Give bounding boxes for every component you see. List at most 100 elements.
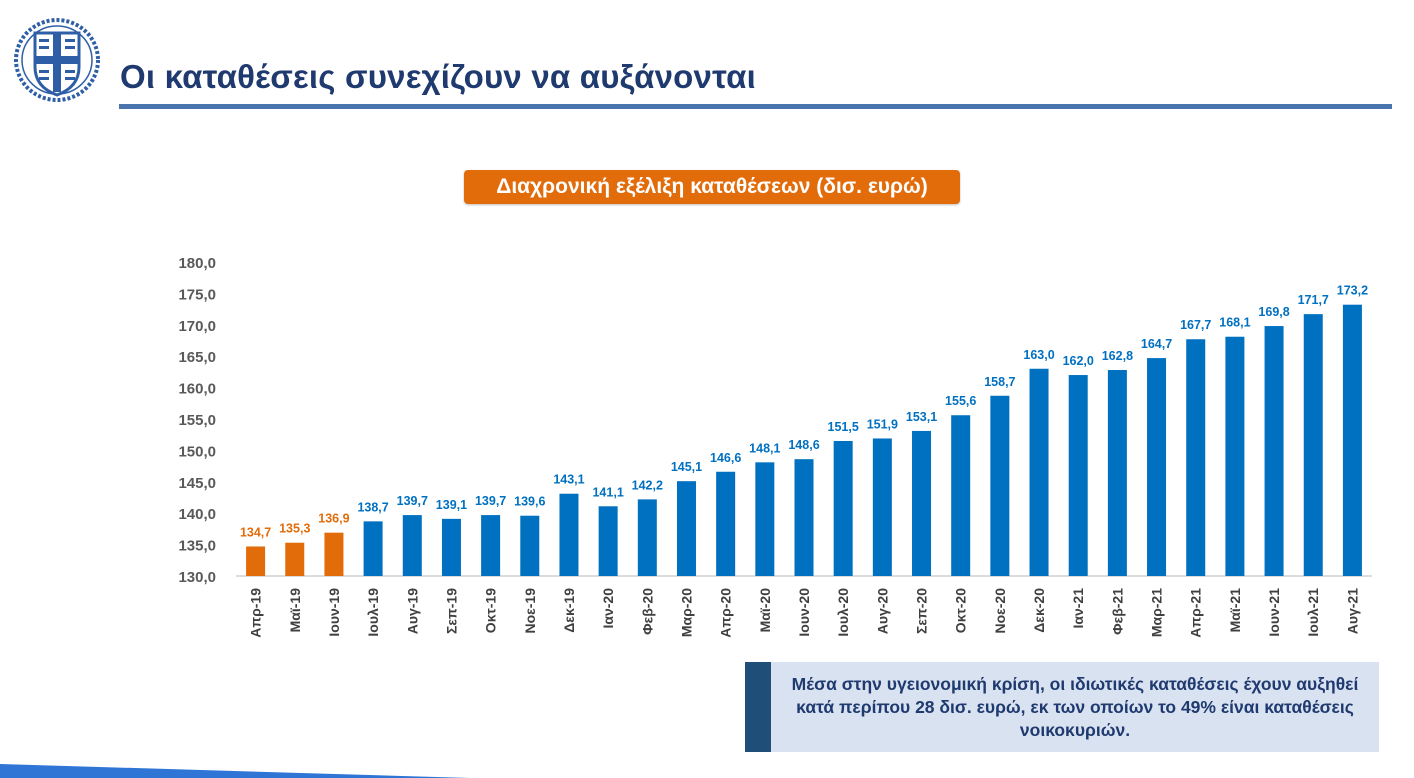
bar-data-label: 136,9 (318, 512, 349, 526)
bar-data-label: 139,7 (475, 494, 506, 508)
bar (559, 493, 579, 576)
bar-data-label: 167,7 (1180, 318, 1211, 332)
bar (363, 521, 383, 576)
bar (951, 415, 971, 576)
y-tick-label: 165,0 (178, 349, 216, 366)
y-tick-label: 145,0 (178, 475, 216, 492)
x-tick-label: Ιουλ-20 (835, 588, 851, 637)
y-tick-label: 155,0 (178, 412, 216, 429)
x-tick-label: Δεκ-20 (1031, 588, 1047, 633)
bar-data-label: 164,7 (1141, 337, 1172, 351)
bar-data-label: 135,3 (279, 522, 310, 536)
bar-data-label: 139,7 (397, 494, 428, 508)
x-tick-label: Απρ-19 (248, 588, 264, 638)
y-tick-label: 175,0 (178, 286, 216, 303)
x-tick-label: Οκτ-20 (953, 588, 969, 633)
bar-data-label: 139,1 (436, 498, 467, 512)
x-tick-label: Μαϊ-20 (757, 588, 773, 633)
y-tick-label: 140,0 (178, 506, 216, 523)
bar (246, 546, 266, 576)
x-tick-label: Δεκ-19 (561, 588, 577, 633)
bar-data-label: 141,1 (592, 485, 623, 499)
bar (833, 440, 853, 576)
x-tick-label: Ιαν-21 (1070, 588, 1086, 629)
bar-data-label: 145,1 (671, 460, 702, 474)
bar (402, 515, 422, 576)
y-tick-label: 135,0 (178, 538, 216, 555)
bar-data-label: 134,7 (240, 525, 271, 539)
bar (872, 438, 892, 576)
bar-data-label: 138,7 (357, 500, 388, 514)
x-tick-label: Σεπ-19 (443, 588, 459, 634)
callout-accent-bar (745, 662, 771, 752)
bar (324, 532, 344, 576)
bar-data-label: 168,1 (1219, 316, 1250, 330)
y-tick-label: 160,0 (178, 381, 216, 398)
x-tick-label: Ιαν-20 (600, 588, 616, 629)
x-tick-label: Ιουλ-21 (1305, 588, 1321, 637)
bar (1029, 368, 1049, 576)
y-tick-label: 130,0 (178, 569, 216, 586)
bar (716, 471, 736, 576)
bar-data-label: 158,7 (984, 375, 1015, 389)
x-tick-label: Αυγ-21 (1344, 588, 1360, 634)
bar-data-label: 151,9 (867, 417, 898, 431)
x-tick-label: Μαρ-21 (1149, 588, 1165, 637)
bar (676, 481, 696, 576)
greek-coat-of-arms-emblem (14, 18, 100, 102)
bar (755, 462, 775, 576)
bar (598, 506, 618, 576)
bar (1147, 358, 1167, 576)
bar (990, 395, 1010, 576)
bar (1264, 326, 1284, 576)
x-tick-label: Οκτ-19 (483, 588, 499, 633)
bar-data-label: 153,1 (906, 410, 937, 424)
x-tick-label: Νοε-19 (522, 588, 538, 634)
bar-data-label: 148,1 (749, 441, 780, 455)
y-tick-label: 180,0 (178, 255, 216, 272)
y-tick-label: 170,0 (178, 318, 216, 335)
bar-data-label: 151,5 (828, 420, 859, 434)
bar-data-label: 139,6 (514, 495, 545, 509)
title-underline (119, 104, 1392, 109)
bar (794, 459, 814, 576)
x-tick-label: Μαϊ-19 (287, 588, 303, 633)
bar-data-label: 173,2 (1337, 284, 1368, 298)
x-tick-label: Αυγ-20 (874, 588, 890, 634)
x-tick-label: Ιουλ-19 (365, 588, 381, 637)
x-tick-label: Αυγ-19 (404, 588, 420, 634)
x-tick-label: Μαϊ-21 (1227, 588, 1243, 633)
bar-data-label: 148,6 (788, 438, 819, 452)
bar (912, 430, 932, 576)
x-tick-label: Απρ-21 (1188, 588, 1204, 638)
x-tick-label: Ιουν-20 (796, 588, 812, 637)
callout-box: Μέσα στην υγειονομική κρίση, οι ιδιωτικέ… (745, 662, 1379, 752)
bar-data-label: 142,2 (632, 478, 663, 492)
page-title: Οι καταθέσεις συνεχίζουν να αυξάνονται (120, 58, 756, 95)
bar (637, 499, 657, 576)
x-tick-label: Φεβ-21 (1109, 588, 1125, 635)
bar (285, 542, 305, 576)
bar-data-label: 162,0 (1063, 354, 1094, 368)
bar (1225, 336, 1245, 576)
bar-data-label: 163,0 (1023, 348, 1054, 362)
x-tick-label: Ιουν-19 (326, 588, 342, 637)
bar (520, 515, 540, 576)
bar-data-label: 146,6 (710, 451, 741, 465)
bar-data-label: 171,7 (1298, 293, 1329, 307)
bar (1303, 314, 1323, 576)
bar-data-label: 143,1 (553, 473, 584, 487)
x-tick-label: Μαρ-20 (678, 588, 694, 637)
bar-data-label: 169,8 (1258, 305, 1289, 319)
y-tick-label: 150,0 (178, 443, 216, 460)
decorative-bottom-stripe (0, 764, 470, 778)
bar (1342, 304, 1362, 576)
bar (1068, 375, 1088, 576)
bar (1107, 370, 1127, 576)
bar-data-label: 155,6 (945, 394, 976, 408)
bar (1186, 339, 1206, 576)
bar-data-label: 162,8 (1102, 349, 1133, 363)
x-tick-label: Φεβ-20 (639, 588, 655, 635)
x-tick-label: Νοε-20 (992, 588, 1008, 634)
